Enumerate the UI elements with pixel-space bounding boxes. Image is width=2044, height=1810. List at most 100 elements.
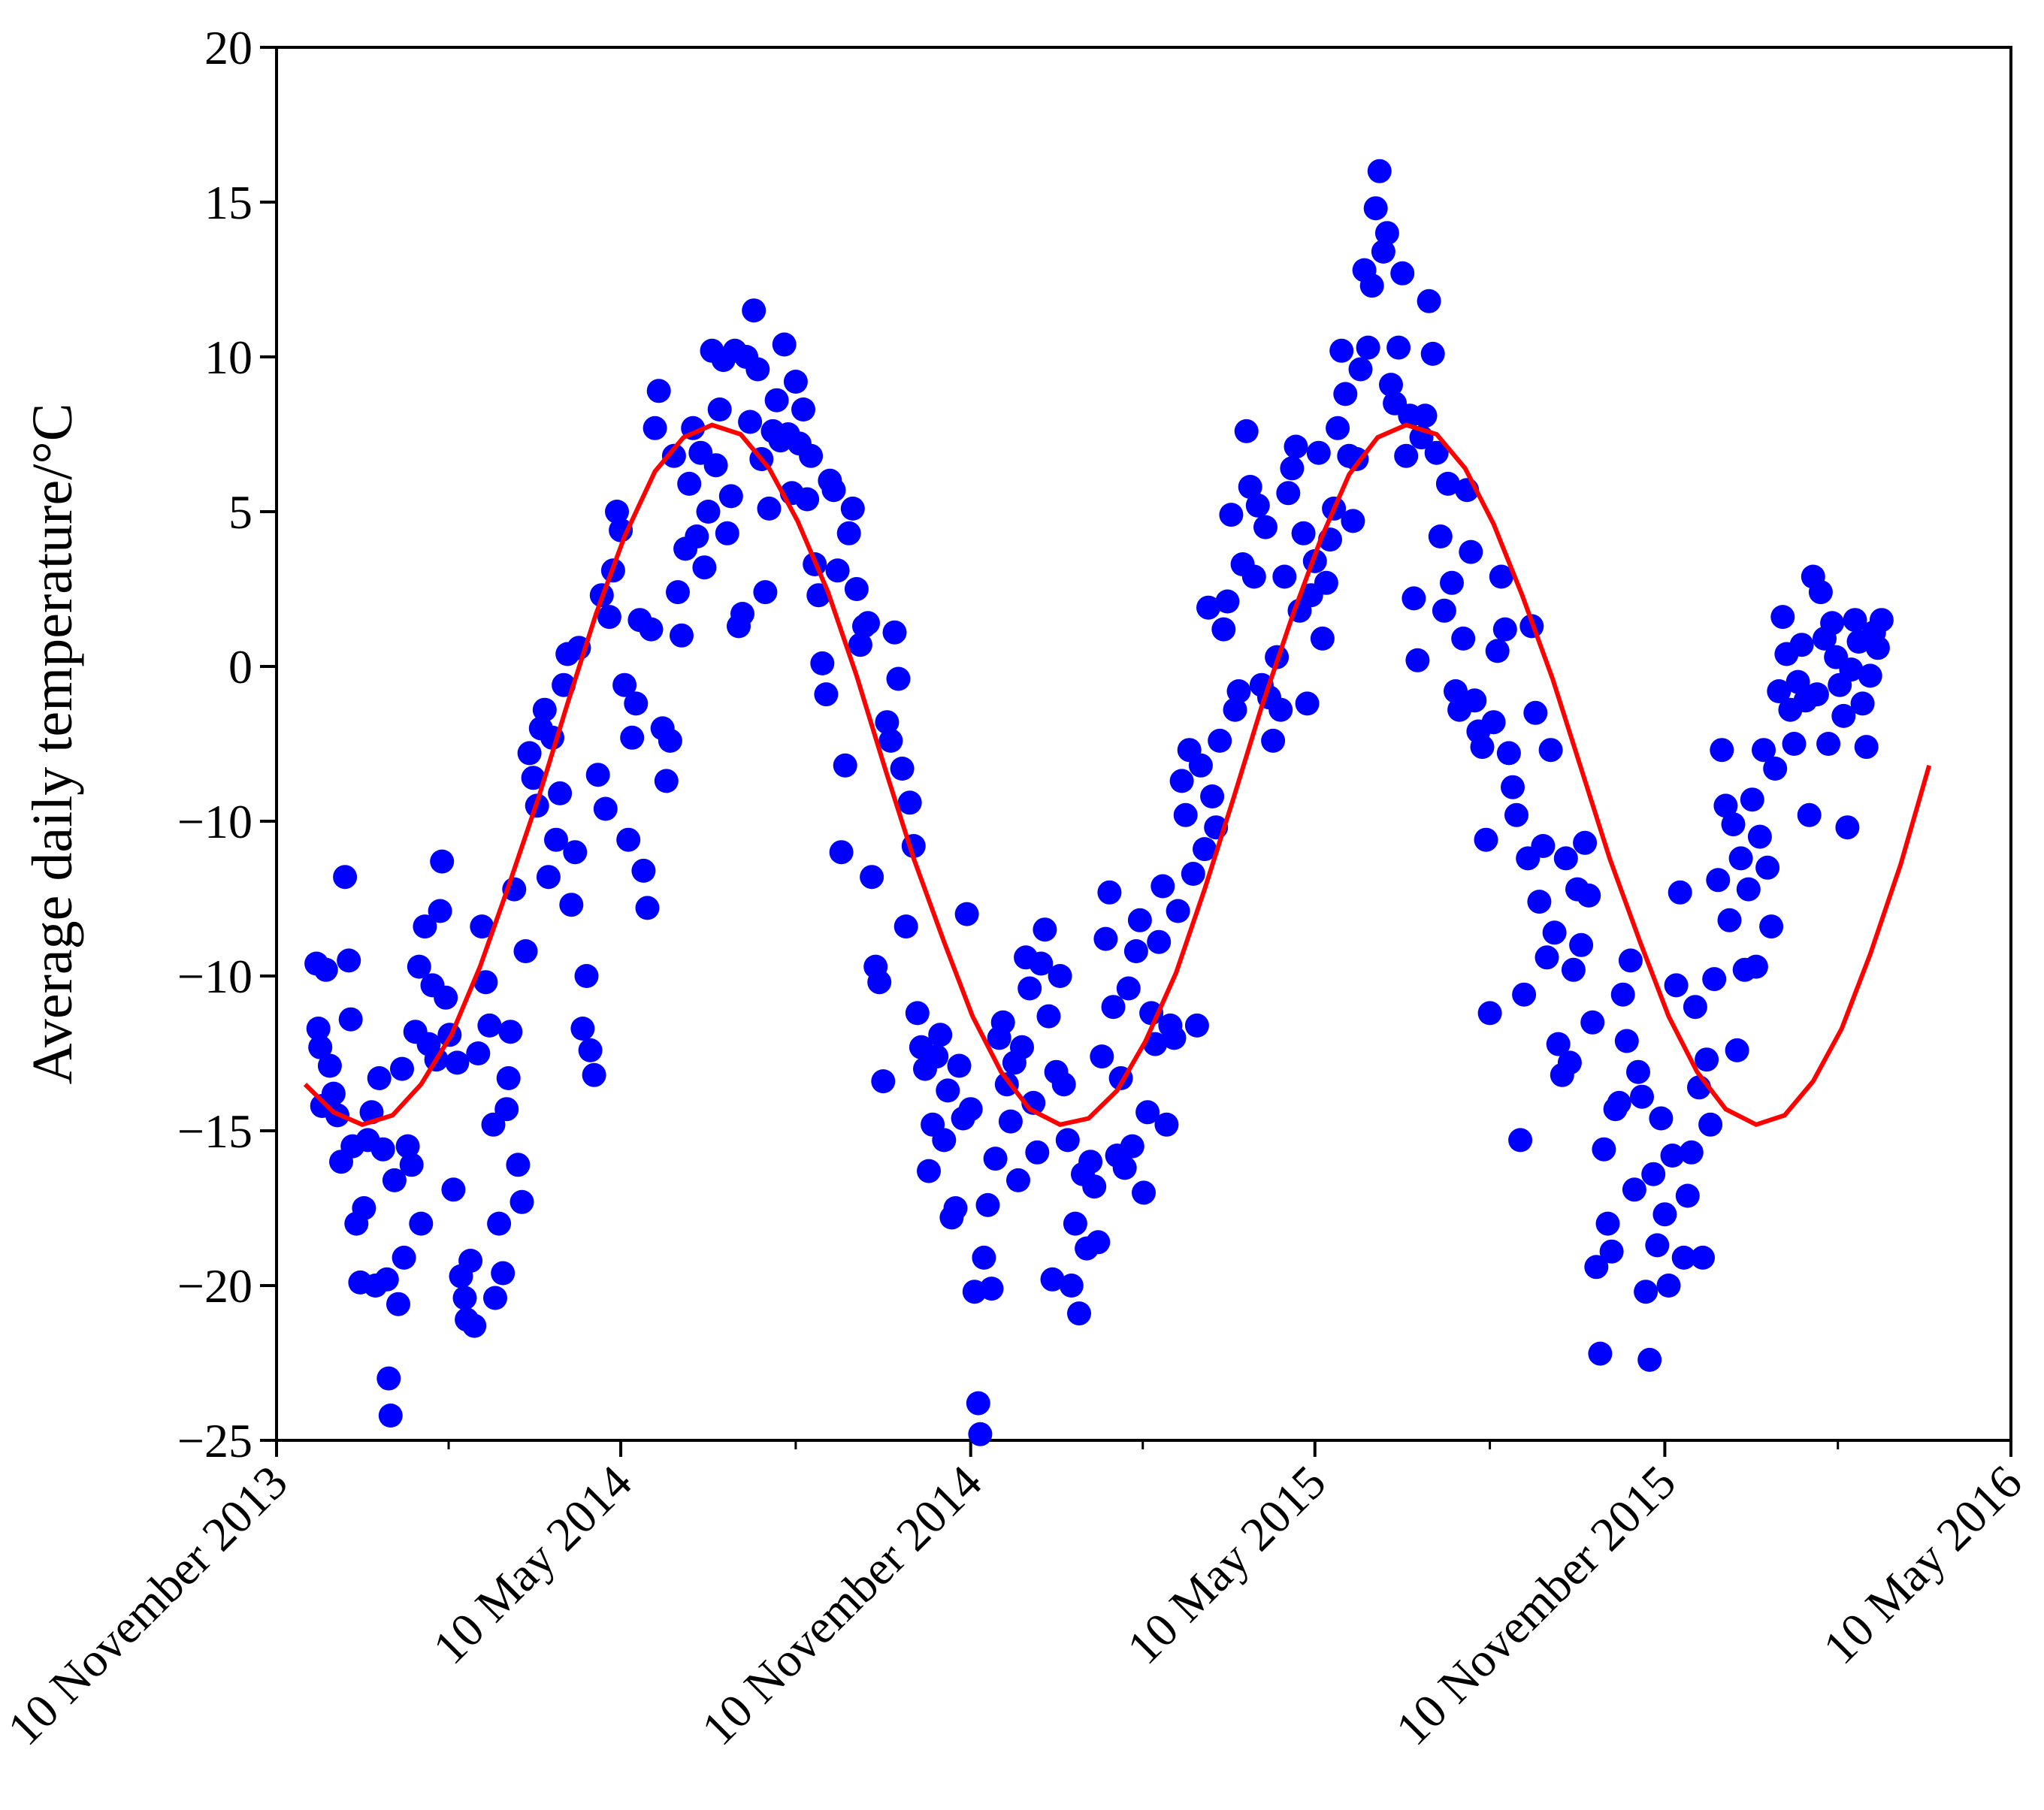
data-point: [413, 914, 437, 939]
data-point: [1527, 890, 1552, 914]
data-point: [1785, 669, 1810, 694]
x-axis: 10 November 2013 10 May 2014 10 November 2…: [0, 1440, 2032, 1755]
data-point: [730, 602, 754, 626]
data-point: [947, 1053, 972, 1078]
data-point: [1698, 1112, 1723, 1137]
data-point: [1557, 1050, 1582, 1075]
data-point: [1577, 883, 1601, 908]
data-point: [757, 496, 782, 521]
data-point: [1660, 1144, 1685, 1168]
data-point: [399, 1153, 424, 1177]
data-point: [1151, 874, 1175, 899]
data-point: [703, 453, 728, 478]
scatter-series: [304, 159, 1894, 1446]
data-point: [513, 939, 538, 963]
data-point: [1295, 691, 1320, 716]
data-point: [1223, 697, 1247, 722]
data-point: [574, 964, 599, 988]
data-point: [466, 1041, 491, 1065]
data-point: [1333, 382, 1358, 406]
data-point: [1770, 605, 1795, 630]
data-point: [1789, 633, 1814, 657]
data-point: [696, 500, 721, 524]
data-point: [386, 1292, 410, 1316]
data-point: [1432, 598, 1456, 623]
data-point: [972, 1245, 996, 1270]
data-point: [1241, 564, 1266, 589]
data-point: [477, 1013, 502, 1038]
data-point: [821, 478, 846, 503]
data-point: [605, 500, 629, 524]
data-point: [563, 840, 588, 865]
data-point: [1306, 440, 1331, 465]
data-point: [612, 672, 637, 697]
data-point: [1036, 1004, 1061, 1029]
data-point: [1839, 657, 1864, 682]
data-point: [1595, 1211, 1620, 1236]
data-point: [376, 1366, 401, 1391]
data-point: [924, 1044, 949, 1069]
data-point: [333, 865, 358, 890]
data-point: [1033, 917, 1057, 942]
data-point: [536, 865, 561, 890]
data-point: [1261, 728, 1286, 753]
data-point: [1702, 967, 1727, 992]
data-point: [1630, 1084, 1654, 1109]
data-point: [1492, 617, 1517, 642]
data-point: [639, 617, 664, 642]
data-point: [1641, 1162, 1666, 1186]
data-point: [1010, 1035, 1034, 1059]
data-point: [875, 710, 900, 735]
data-point: [1154, 1112, 1179, 1137]
data-point: [1504, 802, 1528, 827]
data-point: [616, 827, 641, 852]
data-point: [544, 827, 568, 852]
data-point: [1542, 920, 1567, 945]
data-point: [1523, 700, 1548, 725]
data-point: [1728, 846, 1753, 871]
data-point: [559, 893, 584, 917]
data-point: [430, 849, 455, 874]
data-point: [1413, 403, 1438, 428]
data-point: [844, 577, 869, 601]
data-point: [1512, 982, 1537, 1007]
data-point: [1090, 1044, 1114, 1069]
fit-curve: [303, 422, 1932, 1128]
data-point: [1618, 948, 1643, 973]
data-point: [893, 914, 918, 939]
data-point: [1371, 239, 1395, 264]
data-point: [1188, 753, 1213, 778]
data-point: [1196, 595, 1220, 620]
data-point: [1652, 1202, 1677, 1227]
data-point: [932, 1128, 957, 1153]
data-point: [635, 896, 660, 920]
data-point: [1470, 735, 1495, 760]
x-tick-label: 10 May 2014: [422, 1455, 642, 1675]
data-point: [1386, 335, 1411, 360]
data-point: [374, 1267, 399, 1292]
data-point: [1538, 738, 1563, 763]
data-point: [745, 357, 770, 382]
data-point: [382, 1168, 407, 1192]
data-point: [470, 914, 494, 939]
data-point: [1417, 289, 1441, 313]
data-point: [1645, 1233, 1670, 1258]
data-point: [1531, 834, 1556, 858]
data-point: [643, 415, 667, 440]
data-point: [968, 1422, 993, 1446]
data-point: [943, 1196, 968, 1220]
data-point: [886, 666, 911, 691]
data-point: [1496, 741, 1521, 766]
data-point: [1743, 954, 1768, 979]
data-point: [317, 1053, 342, 1078]
data-point: [1767, 679, 1792, 703]
data-point: [1797, 802, 1822, 827]
data-point: [548, 781, 573, 805]
data-point: [1637, 1347, 1662, 1372]
data-point: [1040, 1267, 1065, 1292]
data-point: [1132, 1180, 1156, 1205]
data-point: [1200, 784, 1225, 808]
x-tick-label: 10 November 2015: [1386, 1455, 1686, 1756]
data-point: [1626, 1059, 1650, 1084]
